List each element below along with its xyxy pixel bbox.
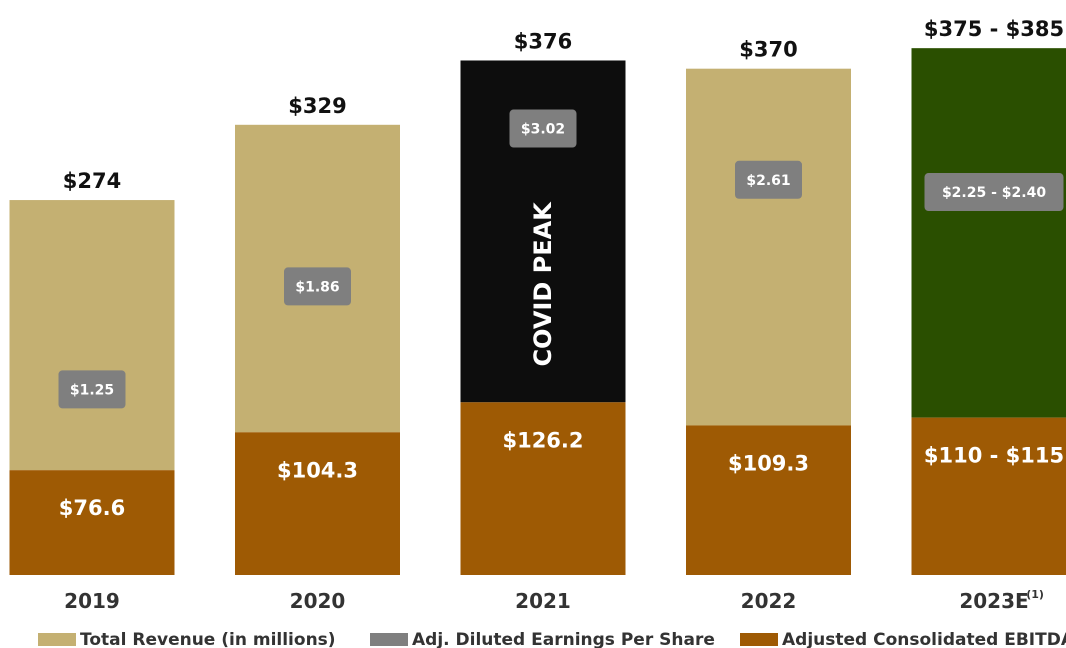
eps-badge-2020 xyxy=(284,267,351,306)
revenue-bar-2022 xyxy=(686,68,851,426)
covid-peak-annotation: COVID PEAK xyxy=(529,201,557,367)
revenue-label-2020: $329 xyxy=(288,94,346,118)
category-label-2022: 2022 xyxy=(741,589,797,613)
legend-swatch-0 xyxy=(38,633,76,646)
eps-label-2023E: $2.25 - $2.40 xyxy=(942,185,1046,201)
category-label-2019: 2019 xyxy=(64,589,120,613)
eps-label-2022: $2.61 xyxy=(746,173,790,189)
eps-label-2020: $1.86 xyxy=(295,279,339,295)
ebitda-bar-2019 xyxy=(9,470,175,575)
legend-swatch-1 xyxy=(370,633,408,646)
ebitda-label-2021: $126.2 xyxy=(502,428,583,452)
ebitda-bar-2023E xyxy=(911,417,1066,575)
legend-label-0: Total Revenue (in millions) xyxy=(80,630,336,648)
bars-layer: $274 $76.6 $1.25 2019 $329 $104.3 $1.86 2020 $37… xyxy=(9,17,1066,613)
ebitda-label-2022: $109.3 xyxy=(728,451,809,475)
revenue-label-2023E: $375 - $385 xyxy=(924,17,1064,41)
eps-badge-2019 xyxy=(58,370,126,409)
revenue-bar-2023E xyxy=(911,48,1066,418)
eps-badge-2023E xyxy=(924,173,1064,212)
ebitda-label-2023E: $110 - $115 xyxy=(924,444,1064,468)
legend-label-2: Adjusted Consolidated EBITDA xyxy=(782,630,1066,648)
category-superscript-2023E: (1) xyxy=(1026,588,1044,601)
eps-badge-2021 xyxy=(509,109,577,148)
ebitda-label-2019: $76.6 xyxy=(59,496,125,520)
legend-label-1: Adj. Diluted Earnings Per Share xyxy=(412,630,715,648)
legend-swatch-2 xyxy=(740,633,778,646)
ebitda-bar-2022 xyxy=(686,425,851,575)
ebitda-bar-2020 xyxy=(235,432,400,575)
category-label-2020: 2020 xyxy=(290,589,346,613)
revenue-label-2021: $376 xyxy=(514,29,572,53)
revenue-label-2019: $274 xyxy=(63,169,121,193)
eps-label-2021: $3.02 xyxy=(521,122,565,138)
category-label-2023E: 2023E xyxy=(959,589,1028,613)
revenue-bar-2019 xyxy=(9,200,175,471)
revenue-label-2022: $370 xyxy=(739,38,797,62)
ebitda-label-2020: $104.3 xyxy=(277,458,358,482)
legend: Total Revenue (in millions) Adj. Diluted … xyxy=(38,630,1066,648)
eps-label-2019: $1.25 xyxy=(70,382,114,398)
ebitda-bar-2021 xyxy=(460,402,626,575)
eps-badge-2022 xyxy=(735,160,802,199)
category-label-2021: 2021 xyxy=(515,589,571,613)
